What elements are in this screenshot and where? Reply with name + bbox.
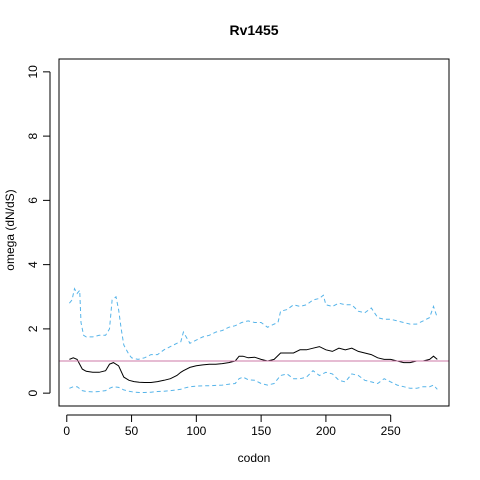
series-line-estimate xyxy=(69,346,438,383)
x-tick-label: 50 xyxy=(125,424,139,438)
x-tick-label: 250 xyxy=(381,424,401,438)
chart-title: Rv1455 xyxy=(229,22,278,38)
x-tick-label: 150 xyxy=(251,424,271,438)
plot-frame xyxy=(58,58,450,407)
y-tick-label: 2 xyxy=(26,325,40,332)
series-layer xyxy=(69,287,438,393)
x-axis-label: codon xyxy=(238,451,271,465)
y-tick-label: 6 xyxy=(26,197,40,204)
x-axis: 0 50 100 150 200 250 xyxy=(63,414,401,438)
x-tick-label: 0 xyxy=(63,424,70,438)
y-tick-label: 0 xyxy=(26,389,40,396)
series-line-lower-bound xyxy=(69,370,438,393)
x-tick-label: 200 xyxy=(316,424,336,438)
y-axis: 0 2 4 6 8 10 xyxy=(26,65,51,396)
y-tick-label: 10 xyxy=(26,65,40,79)
y-tick-label: 4 xyxy=(26,261,40,268)
x-tick-label: 100 xyxy=(186,424,206,438)
series-line-upper-bound xyxy=(69,287,438,360)
y-tick-label: 8 xyxy=(26,132,40,139)
y-axis-label: omega (dN/dS) xyxy=(3,189,17,270)
